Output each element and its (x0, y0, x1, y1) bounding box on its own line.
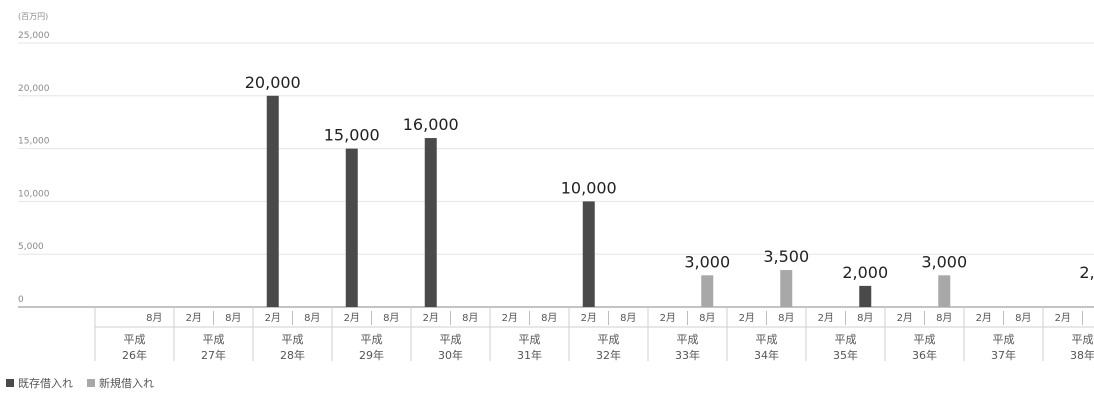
month-label: 2月 (660, 312, 676, 324)
legend-item-existing: 既存借入れ (6, 375, 73, 391)
y-tick-label: 25,000 (18, 31, 50, 41)
bar-existing (582, 201, 595, 307)
bar-new (701, 275, 714, 307)
era-label: 平成 (203, 333, 225, 346)
data-label: 20,000 (245, 73, 301, 92)
month-label: 2月 (186, 312, 202, 324)
year-label: 33年 (675, 348, 700, 362)
data-label: 2,000 (1079, 263, 1094, 282)
legend-swatch-existing (6, 379, 14, 387)
era-label: 平成 (993, 333, 1015, 346)
year-label: 32年 (596, 348, 621, 362)
era-label: 平成 (282, 333, 304, 346)
month-label: 8月 (462, 312, 478, 324)
gridlines (18, 42, 1094, 308)
bars (266, 95, 951, 307)
month-label: 8月 (383, 312, 399, 324)
data-label: 15,000 (324, 126, 380, 145)
legend-item-new: 新規借入れ (87, 375, 154, 391)
year-label: 27年 (201, 348, 226, 362)
year-label: 29年 (359, 348, 384, 362)
y-axis-ticks: 0 5,000 10,000 15,000 20,000 25,000 (18, 31, 50, 305)
data-label: 3,500 (763, 247, 809, 266)
legend-swatch-new (87, 379, 95, 387)
era-label: 平成 (835, 333, 857, 346)
era-label: 平成 (519, 333, 541, 346)
era-label: 平成 (361, 333, 383, 346)
bar-existing (266, 95, 279, 307)
month-label: 8月 (699, 312, 715, 324)
y-tick-label: 0 (18, 295, 24, 305)
era-label: 平成 (598, 333, 620, 346)
year-label: 28年 (280, 348, 305, 362)
bar-existing (345, 148, 358, 307)
year-label: 30年 (438, 348, 463, 362)
month-label: 2月 (1055, 312, 1071, 324)
month-label: 2月 (265, 312, 281, 324)
legend: 既存借入れ 新規借入れ (6, 375, 154, 391)
y-tick-label: 10,000 (18, 189, 50, 199)
year-label: 26年 (122, 348, 147, 362)
month-label: 8月 (857, 312, 873, 324)
month-label: 8月 (225, 312, 241, 324)
data-label: 10,000 (561, 178, 617, 197)
data-label: 3,000 (921, 252, 967, 271)
bar-new (938, 275, 951, 307)
data-label: 3,000 (684, 252, 730, 271)
year-label: 36年 (912, 348, 937, 362)
era-label: 平成 (756, 333, 778, 346)
y-tick-label: 20,000 (18, 84, 50, 94)
year-label: 34年 (754, 348, 779, 362)
bar-new (780, 270, 793, 307)
month-label: 8月 (146, 312, 162, 324)
data-label: 2,000 (842, 263, 888, 282)
month-label: 2月 (423, 312, 439, 324)
month-label: 2月 (897, 312, 913, 324)
era-label: 平成 (1072, 333, 1094, 346)
month-label: 2月 (818, 312, 834, 324)
data-label: 16,000 (403, 115, 459, 134)
month-label: 2月 (502, 312, 518, 324)
bar-existing (859, 285, 872, 307)
month-label: 8月 (778, 312, 794, 324)
y-axis-unit-label: (百万円) (18, 12, 48, 21)
month-label: 8月 (1015, 312, 1031, 324)
month-label: 2月 (344, 312, 360, 324)
year-label: 37年 (991, 348, 1016, 362)
data-labels: 20,000 15,000 16,000 10,000 3,000 3,500 2,000 3… (245, 73, 1094, 282)
era-label: 平成 (914, 333, 936, 346)
era-label: 平成 (677, 333, 699, 346)
year-label: 38年 (1070, 348, 1094, 362)
legend-label-new: 新規借入れ (99, 377, 154, 390)
era-label: 平成 (124, 333, 146, 346)
month-label: 2月 (739, 312, 755, 324)
month-label: 8月 (541, 312, 557, 324)
month-label: 2月 (976, 312, 992, 324)
y-tick-label: 5,000 (18, 242, 44, 252)
era-label: 平成 (440, 333, 462, 346)
month-label: 8月 (620, 312, 636, 324)
legend-label-existing: 既存借入れ (18, 377, 73, 390)
year-label: 35年 (833, 348, 858, 362)
year-label: 31年 (517, 348, 542, 362)
y-tick-label: 15,000 (18, 137, 50, 147)
month-label: 8月 (936, 312, 952, 324)
month-label: 2月 (581, 312, 597, 324)
bar-existing (424, 138, 437, 307)
month-label: 8月 (304, 312, 320, 324)
